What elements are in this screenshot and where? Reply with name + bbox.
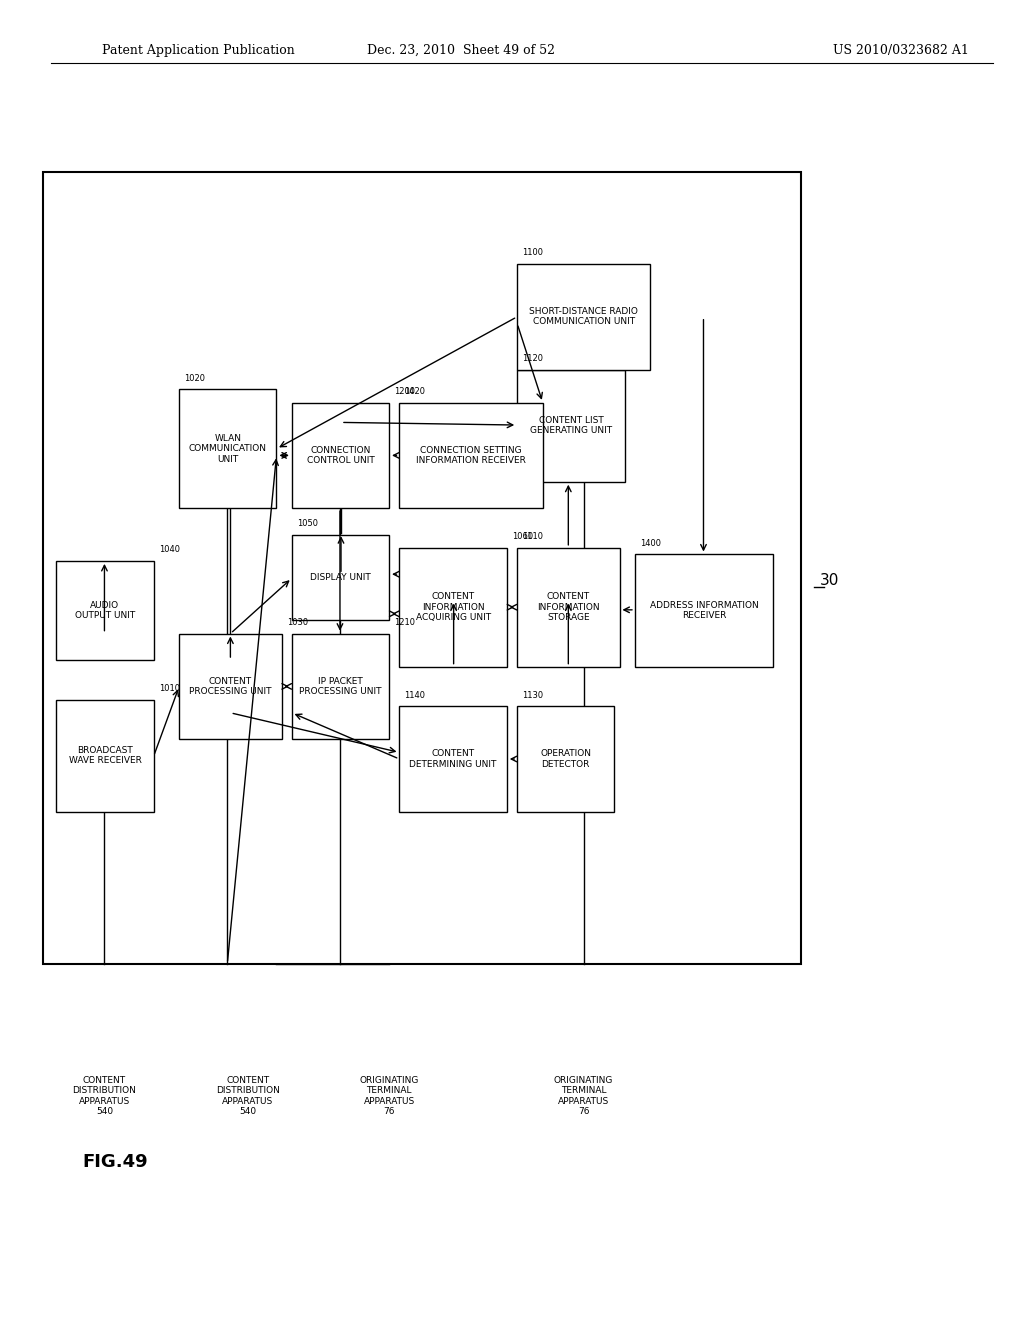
FancyBboxPatch shape [399,403,543,508]
Text: 30: 30 [820,573,839,589]
Text: 1040: 1040 [159,545,180,554]
FancyBboxPatch shape [292,634,389,739]
Text: 1200: 1200 [394,387,416,396]
Text: Patent Application Publication: Patent Application Publication [102,44,295,57]
FancyBboxPatch shape [399,548,507,667]
Text: SHORT-DISTANCE RADIO
COMMUNICATION UNIT: SHORT-DISTANCE RADIO COMMUNICATION UNIT [529,308,638,326]
Text: BROADCAST
WAVE RECEIVER: BROADCAST WAVE RECEIVER [69,746,141,766]
FancyBboxPatch shape [517,548,620,667]
FancyBboxPatch shape [43,172,801,964]
Text: WLAN
COMMUNICATION
UNIT: WLAN COMMUNICATION UNIT [188,434,267,463]
Text: 1050: 1050 [297,519,318,528]
Text: ADDRESS INFORMATION
RECEIVER: ADDRESS INFORMATION RECEIVER [649,601,759,620]
Text: 1210: 1210 [394,618,416,627]
Text: FIG.49: FIG.49 [82,1152,147,1171]
FancyBboxPatch shape [292,535,389,620]
Text: 1020: 1020 [184,374,206,383]
Text: 1010: 1010 [159,684,180,693]
Text: ORIGINATING
TERMINAL
APPARATUS
76: ORIGINATING TERMINAL APPARATUS 76 [554,1076,613,1115]
Text: CONTENT
PROCESSING UNIT: CONTENT PROCESSING UNIT [189,677,271,696]
FancyBboxPatch shape [517,706,614,812]
Text: CONTENT
INFORMATION
STORAGE: CONTENT INFORMATION STORAGE [537,593,600,622]
Text: 1110: 1110 [522,532,544,541]
FancyBboxPatch shape [399,706,507,812]
Text: CONTENT
INFORMATION
ACQUIRING UNIT: CONTENT INFORMATION ACQUIRING UNIT [416,593,490,622]
Text: DISPLAY UNIT: DISPLAY UNIT [310,573,371,582]
Text: CONNECTION SETTING
INFORMATION RECEIVER: CONNECTION SETTING INFORMATION RECEIVER [416,446,526,465]
FancyBboxPatch shape [56,561,154,660]
Text: 1130: 1130 [522,690,544,700]
Text: 1420: 1420 [404,387,426,396]
Text: 1030: 1030 [287,618,308,627]
Text: CONNECTION
CONTROL UNIT: CONNECTION CONTROL UNIT [306,446,375,465]
FancyBboxPatch shape [179,389,276,508]
Text: 1100: 1100 [522,248,544,257]
Text: 1140: 1140 [404,690,426,700]
FancyBboxPatch shape [292,403,389,508]
Text: Dec. 23, 2010  Sheet 49 of 52: Dec. 23, 2010 Sheet 49 of 52 [367,44,555,57]
Text: 1120: 1120 [522,354,544,363]
FancyBboxPatch shape [179,634,282,739]
Text: AUDIO
OUTPUT UNIT: AUDIO OUTPUT UNIT [75,601,135,620]
Text: 1400: 1400 [640,539,662,548]
Text: IP PACKET
PROCESSING UNIT: IP PACKET PROCESSING UNIT [299,677,382,696]
Text: CONTENT
DETERMINING UNIT: CONTENT DETERMINING UNIT [410,750,497,768]
FancyBboxPatch shape [517,264,650,370]
FancyBboxPatch shape [56,700,154,812]
FancyBboxPatch shape [635,554,773,667]
Text: US 2010/0323682 A1: US 2010/0323682 A1 [834,44,969,57]
Text: OPERATION
DETECTOR: OPERATION DETECTOR [541,750,591,768]
Text: 1060: 1060 [512,532,534,541]
Text: CONTENT
DISTRIBUTION
APPARATUS
540: CONTENT DISTRIBUTION APPARATUS 540 [73,1076,136,1115]
Text: CONTENT LIST
GENERATING UNIT: CONTENT LIST GENERATING UNIT [529,416,612,436]
Text: ORIGINATING
TERMINAL
APPARATUS
76: ORIGINATING TERMINAL APPARATUS 76 [359,1076,419,1115]
Text: CONTENT
DISTRIBUTION
APPARATUS
540: CONTENT DISTRIBUTION APPARATUS 540 [216,1076,280,1115]
FancyBboxPatch shape [517,370,625,482]
